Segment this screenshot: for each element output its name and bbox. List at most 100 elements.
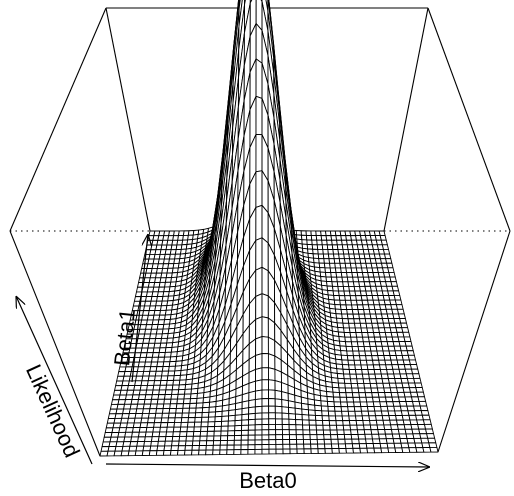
surface-facet xyxy=(302,429,311,436)
surface-facet xyxy=(401,327,410,333)
surface-facet xyxy=(171,440,180,447)
surface-facet xyxy=(373,447,383,454)
surface-facet xyxy=(356,424,365,431)
surface-facet xyxy=(389,276,397,283)
surface-facet xyxy=(302,434,311,440)
surface-facet xyxy=(274,380,283,393)
surface-facet xyxy=(322,424,331,431)
surface-facet xyxy=(213,425,222,432)
surface-facet xyxy=(219,449,228,456)
surface-facet xyxy=(261,336,269,355)
surface-facet xyxy=(194,412,203,418)
surface-facet xyxy=(178,440,187,447)
surface-facet xyxy=(302,424,311,431)
surface-facet xyxy=(417,396,427,402)
surface-facet xyxy=(402,331,411,338)
surface-facet xyxy=(274,405,283,414)
surface-facet xyxy=(421,414,431,421)
surface-facet xyxy=(275,429,284,436)
surface-facet xyxy=(341,415,350,422)
surface-facet xyxy=(378,438,388,444)
surface-facet xyxy=(333,396,341,403)
surface-facet xyxy=(254,444,263,450)
surface-facet xyxy=(261,444,270,450)
beta0-axis-arrow xyxy=(105,464,430,467)
surface-facet xyxy=(268,443,277,450)
surface-facet xyxy=(282,439,291,445)
surface-facet xyxy=(161,412,170,419)
surface-facet xyxy=(368,415,377,421)
surface-facet xyxy=(422,419,432,425)
surface-facet xyxy=(198,444,207,451)
surface-facet xyxy=(338,387,347,394)
surface-facet xyxy=(233,439,242,446)
right-outer-upper-edge xyxy=(427,7,511,232)
surface-facet xyxy=(338,448,347,454)
surface-facet xyxy=(162,408,171,414)
surface-facet xyxy=(190,392,198,400)
surface-facet xyxy=(241,407,250,416)
surface-facet xyxy=(201,411,210,418)
surface-facet xyxy=(352,396,361,403)
surface-facet xyxy=(164,440,173,447)
surface-facet xyxy=(189,402,198,409)
surface-facet xyxy=(168,360,177,367)
surface-facet xyxy=(240,444,249,451)
surface-facet xyxy=(164,394,173,400)
surface-facet xyxy=(207,416,216,423)
surface-facet xyxy=(261,423,270,431)
surface-facet xyxy=(365,438,374,445)
surface-facet xyxy=(180,417,189,423)
surface-facet xyxy=(220,425,229,432)
surface-facet xyxy=(412,373,421,379)
surface-facet xyxy=(168,365,176,372)
surface-facet xyxy=(227,414,236,422)
surface-facet xyxy=(382,248,391,255)
surface-facet xyxy=(169,449,179,456)
surface-facet xyxy=(178,384,187,391)
surface-facet xyxy=(342,368,351,375)
surface-facet xyxy=(151,431,161,438)
surface-facet xyxy=(326,396,335,403)
z-axis-label: Likelihood xyxy=(21,361,85,462)
surface-facet xyxy=(233,434,242,441)
surface-facet xyxy=(428,442,438,448)
surface-facet xyxy=(288,413,297,420)
surface-facet xyxy=(392,290,401,296)
surface-facet xyxy=(127,450,137,457)
surface-facet xyxy=(165,431,174,438)
surface-facet xyxy=(143,440,152,447)
surface-facet xyxy=(254,429,263,436)
surface-facet xyxy=(198,440,208,446)
surface-facet xyxy=(195,402,204,409)
surface-facet xyxy=(385,258,393,264)
surface-facet xyxy=(327,410,336,417)
surface-facet xyxy=(403,336,412,342)
surface-facet xyxy=(200,426,209,432)
surface-facet xyxy=(226,449,235,455)
surface-facet xyxy=(247,444,256,450)
surface-facet xyxy=(248,399,256,409)
surface-facet xyxy=(212,444,221,451)
surface-facet xyxy=(177,445,186,451)
surface-facet xyxy=(288,406,296,415)
surface-facet xyxy=(170,393,179,400)
surface-facet xyxy=(177,388,186,395)
surface-facet xyxy=(324,448,333,454)
surface-facet xyxy=(205,444,214,451)
surface-facet xyxy=(205,449,214,456)
surface-facet xyxy=(174,412,183,419)
surface-facet xyxy=(199,430,208,437)
surface-facet xyxy=(145,426,155,433)
surface-facet xyxy=(275,434,284,441)
surface-facet xyxy=(355,420,364,426)
surface-facet xyxy=(206,426,216,432)
surface-facet xyxy=(134,450,144,457)
surface-facet xyxy=(184,449,193,456)
surface-facet xyxy=(130,436,139,443)
surface-facet xyxy=(163,398,172,405)
surface-facet xyxy=(255,237,263,271)
surface-facet xyxy=(184,383,193,390)
surface-facet xyxy=(142,445,152,452)
surface-facet xyxy=(220,430,229,437)
